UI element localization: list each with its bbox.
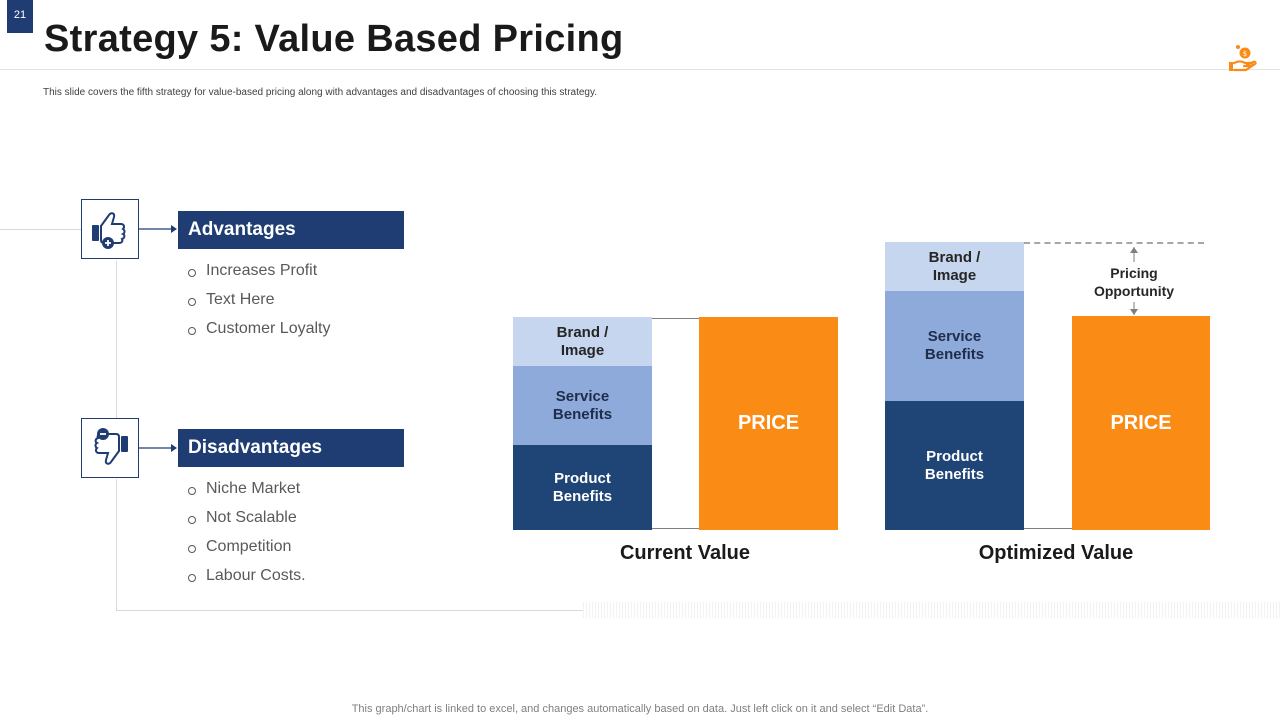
current-value-stack: Brand / Image Service Benefits Product B…	[513, 317, 652, 530]
advantages-icon-box	[81, 199, 139, 259]
title-divider	[0, 69, 1280, 70]
arrow-right-icon	[139, 225, 177, 233]
optimized-price-bar: PRICE	[1072, 316, 1210, 530]
thumbs-up-plus-icon	[92, 212, 126, 249]
optimized-value-stack: Brand / Image Service Benefits Product B…	[885, 242, 1024, 530]
current-product-segment: Product Benefits	[513, 445, 652, 530]
connector-line	[116, 610, 583, 611]
slide-number: 21	[7, 0, 33, 33]
list-item: Competition	[187, 537, 306, 566]
current-service-segment: Service Benefits	[513, 366, 652, 445]
optimized-brand-segment: Brand / Image	[885, 242, 1024, 291]
disadvantages-heading: Disadvantages	[178, 429, 404, 467]
connector-line	[0, 229, 81, 230]
connector-line	[116, 261, 117, 418]
list-item: Text Here	[187, 290, 331, 319]
opportunity-dashed-line	[1024, 242, 1204, 244]
connector-line	[652, 318, 699, 319]
decorative-hatch	[583, 602, 1280, 618]
advantages-list: Increases Profit Text Here Customer Loya…	[187, 261, 331, 348]
list-item: Niche Market	[187, 479, 306, 508]
advantages-heading: Advantages	[178, 211, 404, 249]
slide-subtitle: This slide covers the fifth strategy for…	[43, 87, 598, 98]
thumbs-down-minus-icon	[94, 428, 128, 465]
connector-line	[652, 528, 699, 529]
list-item: Increases Profit	[187, 261, 331, 290]
disadvantages-list: Niche Market Not Scalable Competition La…	[187, 479, 306, 595]
pricing-opportunity-label: Pricing Opportunity	[1084, 262, 1184, 302]
current-value-label: Current Value	[619, 542, 751, 564]
footnote: This graph/chart is linked to excel, and…	[351, 703, 929, 715]
list-item: Labour Costs.	[187, 566, 306, 595]
connector-line	[116, 479, 117, 610]
disadvantages-icon-box	[81, 418, 139, 478]
svg-text:$: $	[1243, 50, 1247, 58]
optimized-value-label: Optimized Value	[978, 542, 1134, 564]
list-item: Not Scalable	[187, 508, 306, 537]
hand-coin-icon: $	[1226, 42, 1260, 74]
current-price-bar: PRICE	[699, 317, 838, 530]
page-title: Strategy 5: Value Based Pricing	[44, 18, 624, 60]
optimized-product-segment: Product Benefits	[885, 401, 1024, 530]
optimized-service-segment: Service Benefits	[885, 291, 1024, 401]
list-item: Customer Loyalty	[187, 319, 331, 348]
current-brand-segment: Brand / Image	[513, 317, 652, 366]
arrow-right-icon	[139, 444, 177, 452]
connector-line	[1024, 528, 1072, 529]
